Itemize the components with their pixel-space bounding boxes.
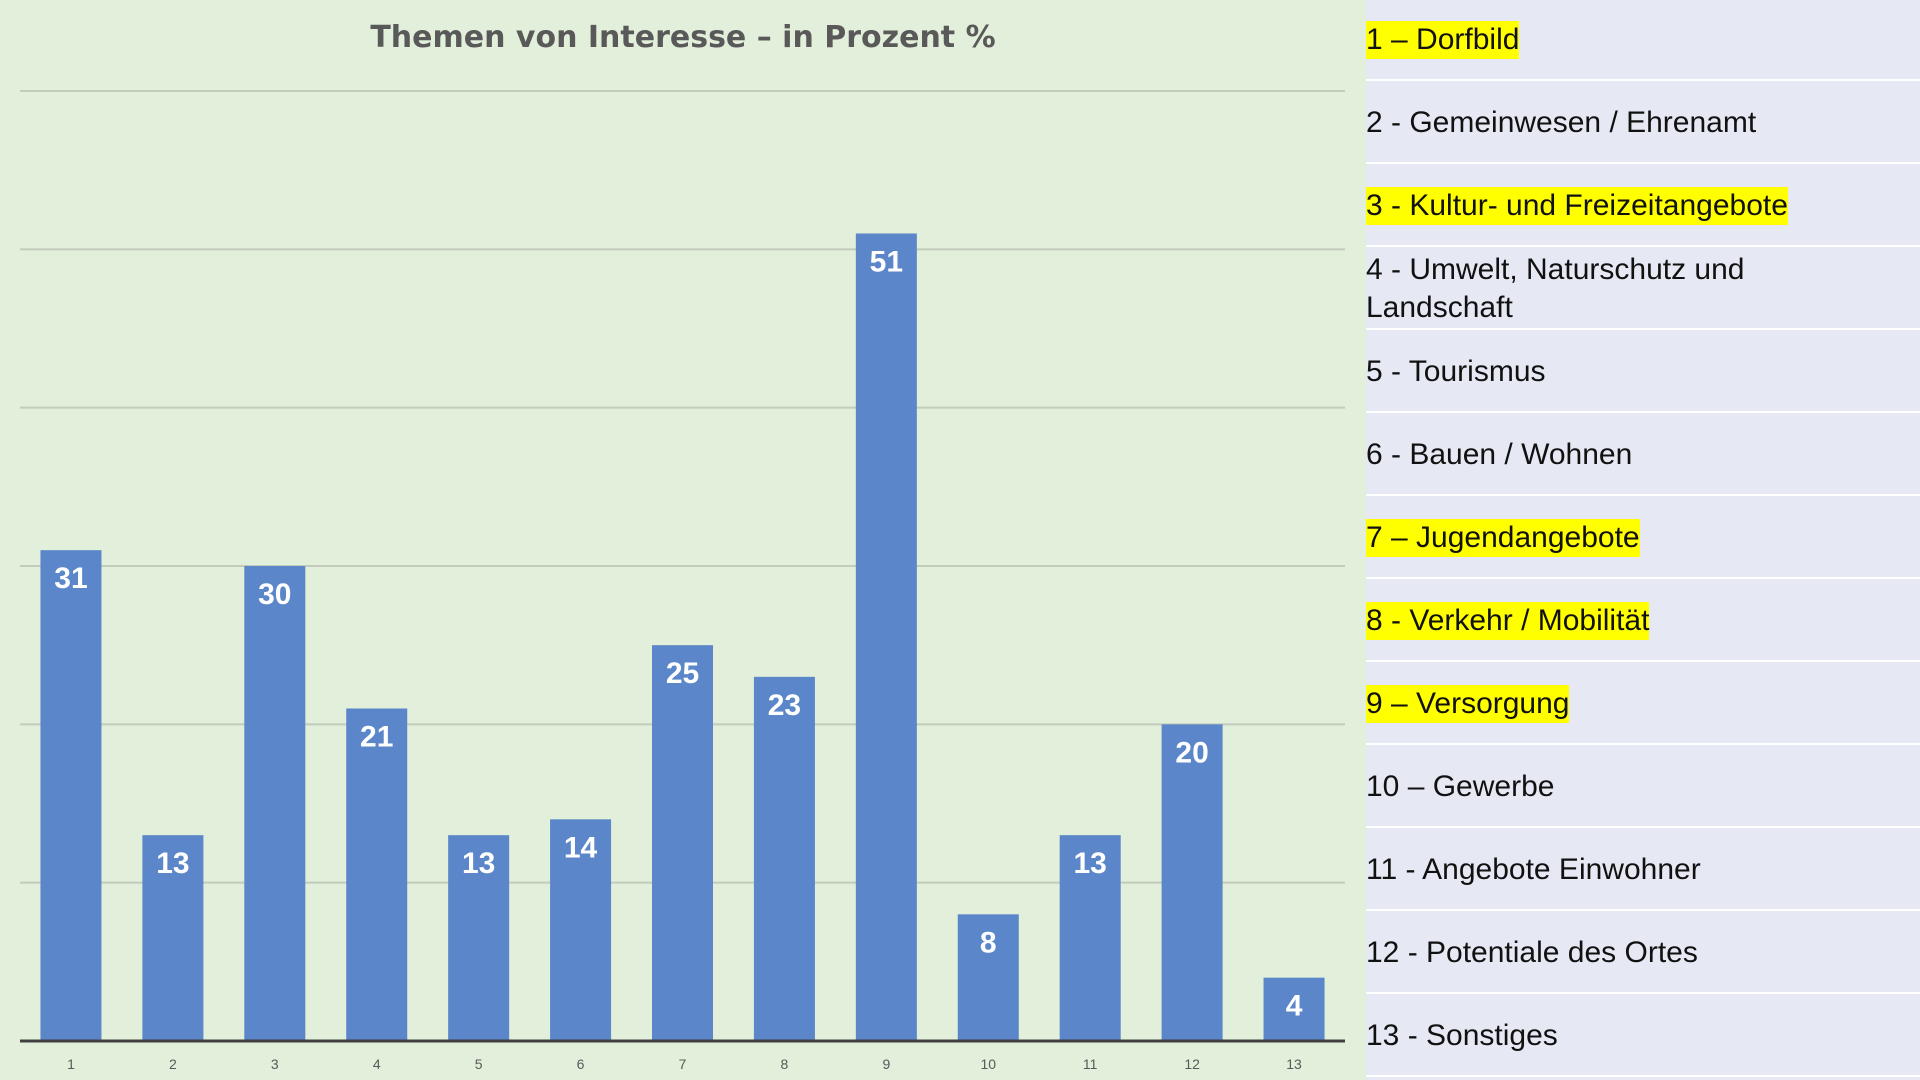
data-label: 13 (462, 847, 495, 880)
data-label: 13 (156, 847, 189, 880)
legend-item-label: 8 - Verkehr / Mobilität (1366, 601, 1650, 640)
data-label: 31 (54, 562, 87, 595)
data-label: 51 (870, 246, 903, 279)
bar (346, 708, 408, 1041)
legend-item-label: 9 – Versorgung (1366, 684, 1570, 723)
x-tick-label: 3 (271, 1056, 279, 1072)
legend-item: 3 - Kultur- und Freizeitangebote (1366, 166, 1920, 247)
legend-item-label: 11 - Angebote Einwohner (1366, 852, 1701, 886)
legend-item-label: 5 - Tourismus (1366, 354, 1546, 388)
data-label: 20 (1175, 736, 1208, 769)
legend-item-label: 6 - Bauen / Wohnen (1366, 437, 1633, 471)
x-tick-label: 6 (577, 1056, 585, 1072)
bar (753, 676, 815, 1041)
data-label: 4 (1286, 990, 1303, 1023)
x-tick-label: 7 (679, 1056, 687, 1072)
bar (855, 233, 917, 1041)
legend-item: 6 - Bauen / Wohnen (1366, 415, 1920, 496)
legend-item: 10 – Gewerbe (1366, 747, 1920, 828)
data-label: 21 (360, 721, 393, 754)
legend-item-label: 1 – Dorfbild (1366, 20, 1520, 59)
x-tick-label: 5 (475, 1056, 483, 1072)
bar-chart: 31 1 13 2 30 3 21 4 13 5 14 6 25 7 23 8 51 9 8 10 13 11 20 12 4 1… (20, 90, 1345, 1072)
x-tick-label: 1 (67, 1056, 75, 1072)
data-label: 25 (666, 657, 699, 690)
legend-item: 5 - Tourismus (1366, 332, 1920, 413)
x-tick-label: 4 (373, 1056, 381, 1072)
x-tick-label: 8 (781, 1056, 789, 1072)
x-tick-label: 9 (882, 1056, 890, 1072)
legend-item: 8 - Verkehr / Mobilität (1366, 581, 1920, 662)
chart-panel: Themen von Interesse – in Prozent % 31 1 1… (0, 0, 1366, 1080)
data-label: 30 (258, 578, 291, 611)
bar (1161, 724, 1223, 1041)
data-label: 23 (768, 689, 801, 722)
bar (652, 645, 713, 1041)
legend-item: 2 - Gemeinwesen / Ehrenamt (1366, 83, 1920, 164)
legend-item-label: 7 – Jugendangebote (1366, 518, 1640, 557)
data-label: 8 (980, 926, 997, 959)
legend-item-label: 12 - Potentiale des Ortes (1366, 935, 1698, 969)
bar (1059, 835, 1121, 1041)
legend-panel: 1 – Dorfbild 2 - Gemeinwesen / Ehrenamt 3 … (1366, 0, 1920, 1080)
legend-item: 13 - Sonstiges (1366, 996, 1920, 1077)
legend-item-label: 2 - Gemeinwesen / Ehrenamt (1366, 105, 1757, 139)
x-tick-label: 12 (1184, 1056, 1200, 1072)
x-tick-label: 2 (169, 1056, 177, 1072)
legend-item: 4 - Umwelt, Naturschutz und Landschaft (1366, 249, 1920, 330)
bar (40, 550, 102, 1041)
chart-title: Themen von Interesse – in Prozent % (370, 20, 996, 55)
legend-item-label: 3 - Kultur- und Freizeitangebote (1366, 186, 1788, 225)
x-tick-label: 13 (1286, 1056, 1302, 1072)
legend-item: 9 – Versorgung (1366, 664, 1920, 745)
legend-item: 11 - Angebote Einwohner (1366, 830, 1920, 911)
x-tick-label: 11 (1083, 1056, 1098, 1072)
x-tick-label: 10 (980, 1056, 996, 1072)
bar (244, 566, 306, 1041)
legend-item-label: 13 - Sonstiges (1366, 1018, 1558, 1052)
bar (550, 819, 612, 1041)
legend-item: 7 – Jugendangebote (1366, 498, 1920, 579)
legend-item: 1 – Dorfbild (1366, 0, 1920, 81)
bar (448, 835, 510, 1041)
legend-item-label: 4 - Umwelt, Naturschutz und Landschaft (1366, 252, 1745, 324)
legend-item-label: 10 – Gewerbe (1366, 769, 1555, 803)
data-label: 13 (1074, 847, 1107, 880)
data-label: 14 (564, 831, 598, 864)
bar (1263, 977, 1325, 1041)
bar (957, 914, 1019, 1041)
bar (142, 835, 204, 1041)
legend-item: 12 - Potentiale des Ortes (1366, 913, 1920, 994)
